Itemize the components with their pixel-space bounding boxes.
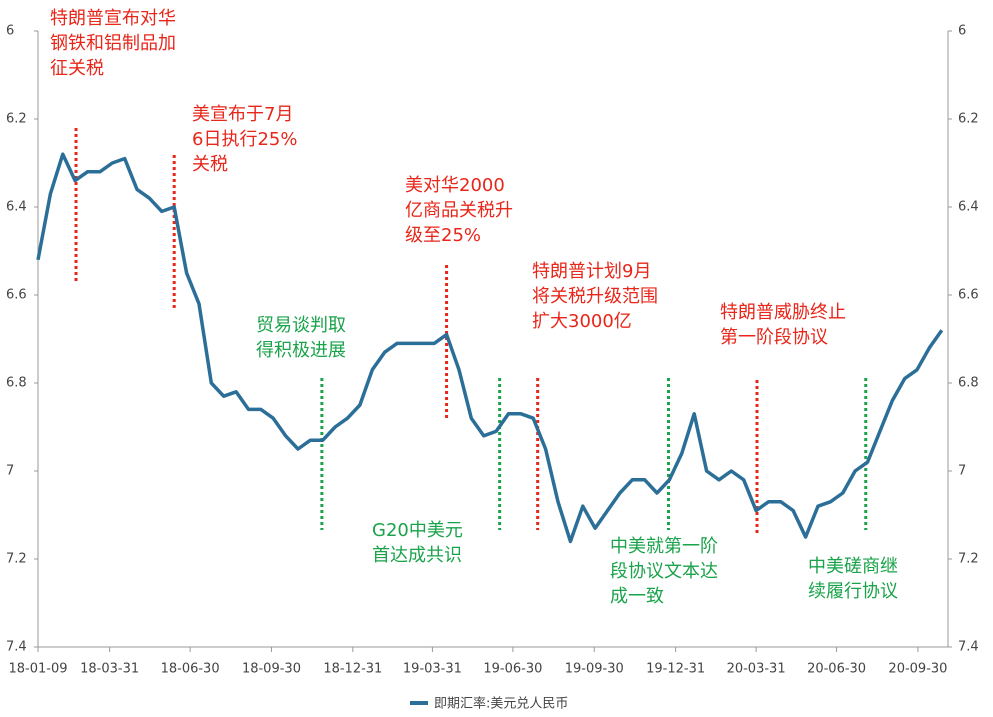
annotation: 第一阶段协议 [720,327,828,348]
y-tick-label: 7.4 [6,640,27,655]
annotation: 中美就第一阶 [610,536,718,557]
x-tick-label: 18-12-31 [323,662,382,677]
x-tick-label: 19-06-30 [483,662,542,677]
x-tick-label: 20-03-31 [727,662,786,677]
annotation: 贸易谈判取 [256,315,346,336]
y-tick-label: 6.8 [6,376,27,391]
annotation: G20中美元 [372,520,463,541]
x-tick-label: 19-09-30 [565,662,624,677]
y2-tick-label: 7.2 [958,552,979,567]
annotation: 段协议文本达 [610,561,718,582]
y2-tick-label: 6.2 [958,112,979,127]
annotation: 钢铁和铝制品加 [50,33,176,54]
annotation: 亿商品关税升 [405,200,513,221]
annotation: 续履行协议 [808,581,898,602]
x-tick-label: 19-03-31 [403,662,462,677]
y-tick-label: 7 [6,464,14,479]
y-tick-label: 6.2 [6,112,27,127]
y2-tick-label: 6.6 [958,288,979,303]
annotation: 美宣布于7月 [192,104,293,125]
legend-label: 即期汇率:美元兑人民币 [434,696,568,712]
annotation: 首达成共识 [372,545,462,566]
y2-tick-label: 6.4 [958,200,979,215]
y-tick-label: 6 [6,24,14,39]
x-tick-label: 20-09-30 [888,662,947,677]
annotation: 将关税升级范围 [532,286,658,307]
y-tick-label: 7.2 [6,552,27,567]
y2-tick-label: 6 [958,24,966,39]
annotation: 级至25% [405,225,481,246]
annotation: 6日执行25% [192,129,297,150]
x-tick-label: 18-03-31 [80,662,139,677]
annotation: 特朗普计划9月 [532,261,651,282]
line-series [36,152,944,544]
annotation: 美对华2000 [405,175,505,196]
annotation: 特朗普威胁终止 [720,302,846,323]
annotation: 扩大3000亿 [532,311,632,332]
y-tick-label: 6.6 [6,288,27,303]
annotation: 得积极进展 [256,340,346,361]
annotation: 成一致 [610,586,664,607]
x-tick-label: 18-01-09 [8,662,67,677]
x-tick-label: 20-06-30 [807,662,866,677]
x-tick-label: 18-09-30 [242,662,301,677]
annotation: 中美磋商继 [808,556,898,577]
y2-tick-label: 7.4 [958,640,979,655]
y-tick-label: 6.4 [6,200,27,215]
annotation: 关税 [192,154,228,175]
x-tick-label: 19-12-31 [646,662,705,677]
y2-tick-label: 7 [958,464,966,479]
x-tick-label: 18-06-30 [161,662,220,677]
annotation: 特朗普宣布对华 [50,8,176,29]
annotation: 征关税 [50,58,104,79]
y2-tick-label: 6.8 [958,376,979,391]
